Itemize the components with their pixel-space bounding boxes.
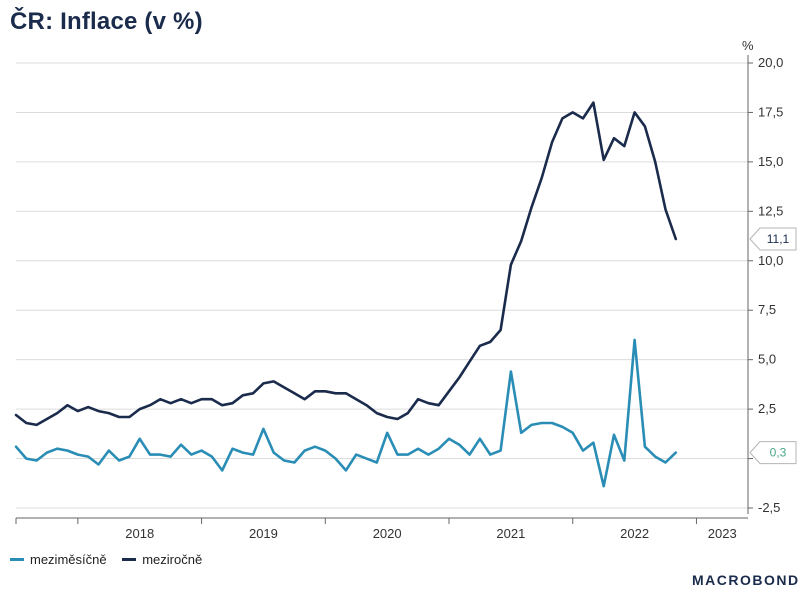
legend: meziměsíčně meziročně bbox=[10, 549, 214, 567]
grid-lines bbox=[16, 62, 748, 509]
end-label-box-yoy bbox=[749, 227, 797, 251]
end-label-yoy: 11,1 bbox=[749, 227, 797, 251]
y-tick-label: 15,0 bbox=[758, 154, 783, 169]
series-layer bbox=[14, 101, 678, 488]
end-labels: 0,3 11,1 bbox=[749, 227, 797, 465]
x-tick-label: 2022 bbox=[620, 526, 649, 541]
legend-label-yoy: meziročně bbox=[142, 552, 203, 567]
y-tick-label: 5,0 bbox=[758, 352, 776, 367]
end-label-box-mom bbox=[749, 441, 797, 465]
legend-item-yoy[interactable]: meziročně bbox=[122, 552, 202, 567]
series-line-mom bbox=[14, 338, 678, 488]
x-tick-label: 2019 bbox=[249, 526, 278, 541]
end-label-text-yoy: 11,1 bbox=[767, 232, 790, 246]
legend-swatch-mom bbox=[10, 558, 24, 561]
x-tick-label: 2020 bbox=[373, 526, 402, 541]
y-tick-label: 10,0 bbox=[758, 253, 783, 268]
x-tick-label: 2023 bbox=[708, 526, 737, 541]
legend-swatch-yoy bbox=[122, 558, 137, 561]
y-tick-label: 20,0 bbox=[758, 55, 783, 70]
series-line-yoy bbox=[14, 101, 678, 427]
y-tick-label: 7,5 bbox=[758, 302, 776, 317]
y-tick-label: -2,5 bbox=[758, 500, 780, 515]
x-tick-label: 2018 bbox=[125, 526, 154, 541]
brand-logo: MACROBOND bbox=[692, 572, 800, 588]
legend-label-mom: meziměsíčně bbox=[30, 552, 107, 567]
chart-title: ČR: Inflace (v %) bbox=[10, 8, 203, 35]
y-tick-label: 2,5 bbox=[758, 401, 776, 416]
legend-item-mom[interactable]: meziměsíčně bbox=[10, 552, 107, 567]
x-tick-label: 2021 bbox=[496, 526, 525, 541]
y-axis-label: % bbox=[742, 38, 754, 53]
y-tick-label: 12,5 bbox=[758, 203, 783, 218]
y-tick-label: 17,5 bbox=[758, 104, 783, 119]
end-label-mom: 0,3 bbox=[749, 441, 797, 465]
axes: 20,0 17,5 15,0 12,5 10,0 7,5 5,0 2,5 -2,5% 2018 20… bbox=[15, 38, 783, 541]
end-label-text-mom: 0,3 bbox=[770, 446, 787, 460]
